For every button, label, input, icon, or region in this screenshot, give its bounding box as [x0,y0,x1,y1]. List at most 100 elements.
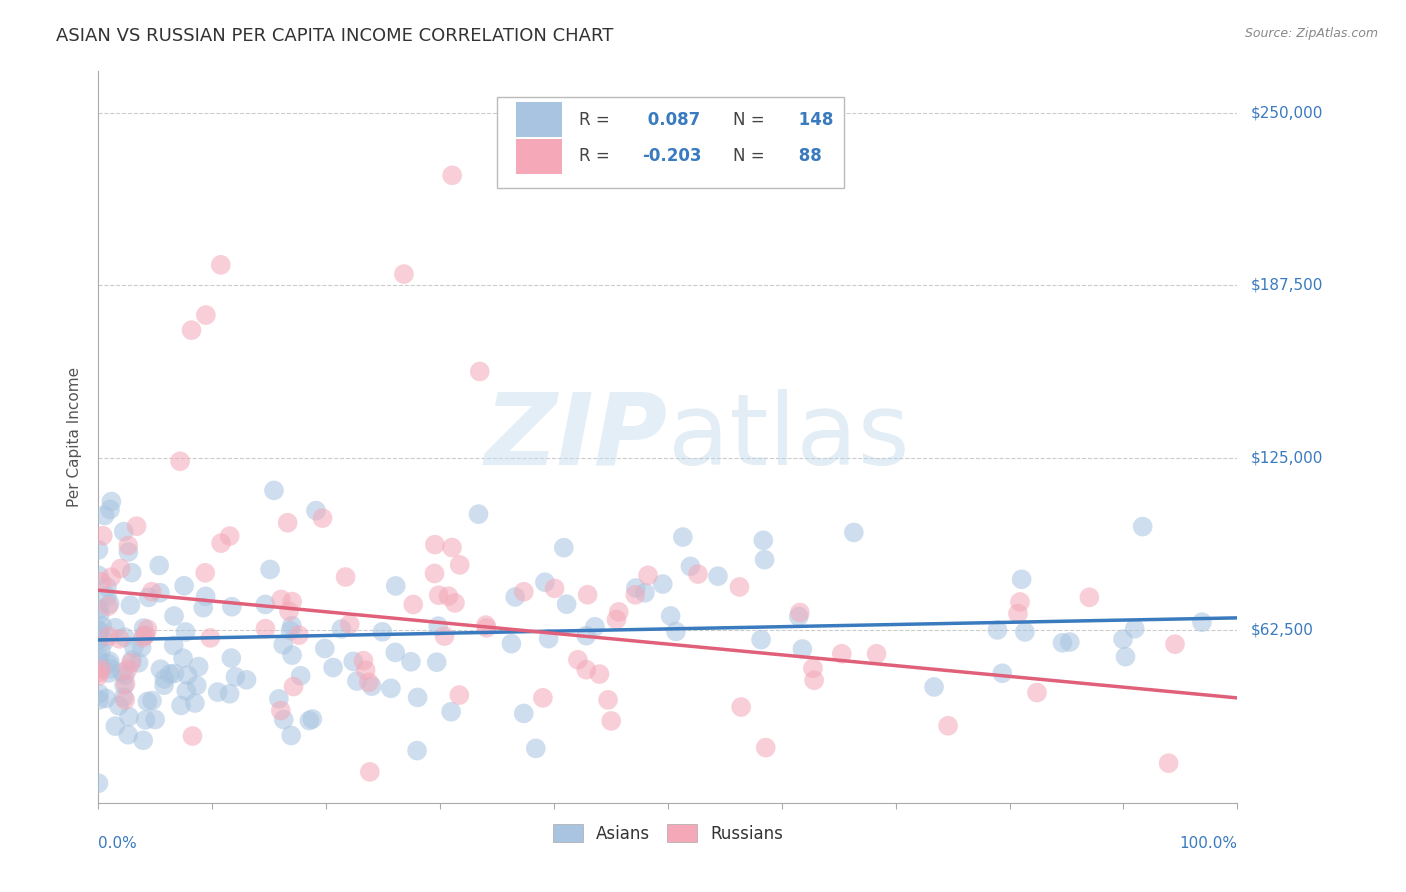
Point [575,663,598,677]
Point [90,644,112,658]
Point [117,539,139,553]
Point [353,654,375,668]
Point [792,642,814,657]
Point [218,529,240,543]
Text: $62,500: $62,500 [1251,623,1315,638]
Point [181,729,204,743]
Point [659,608,682,623]
Point [335,570,357,584]
Point [94,691,117,706]
Point [120,598,142,612]
Point [128,656,150,670]
Point [749,632,772,647]
Point [163,609,186,624]
Point [537,632,560,646]
Point [267,691,290,706]
Point [354,663,377,677]
Point [141,584,163,599]
Point [125,519,148,533]
Point [87,632,110,647]
Point [730,700,752,714]
Point [98,654,121,668]
Point [513,706,536,721]
Point [311,511,333,525]
Point [254,622,277,636]
Text: N =: N = [733,147,765,165]
FancyBboxPatch shape [516,138,562,174]
Point [1114,649,1136,664]
Point [174,684,197,698]
Text: ZIP: ZIP [485,389,668,485]
FancyBboxPatch shape [498,97,845,188]
Point [567,653,589,667]
Point [280,624,302,638]
Point [90,662,112,676]
Point [1011,572,1033,586]
Text: 0.0%: 0.0% [98,836,138,851]
Point [280,729,302,743]
Point [224,670,246,684]
Point [588,667,610,681]
Point [865,647,887,661]
Point [1132,519,1154,533]
Point [87,602,110,616]
Point [359,764,381,779]
Point [281,618,304,632]
Point [153,672,176,686]
Point [107,698,129,713]
Point [543,582,565,596]
Legend: Asians, Russians: Asians, Russians [546,817,790,849]
Point [1059,635,1081,649]
Text: $250,000: $250,000 [1251,105,1323,120]
Point [342,654,364,668]
Point [1026,685,1049,699]
Point [801,661,824,675]
Point [423,566,446,581]
Point [831,647,853,661]
Point [98,665,121,680]
Point [143,713,166,727]
Point [600,714,623,728]
Point [173,579,195,593]
Point [637,568,659,582]
Point [121,653,143,667]
Point [114,630,136,644]
Point [290,669,312,683]
Point [283,680,305,694]
Point [100,570,122,584]
Point [159,667,181,681]
Point [728,580,751,594]
Point [87,650,110,665]
Point [298,714,321,728]
Point [553,541,575,555]
Point [555,597,578,611]
Point [98,597,121,611]
Point [263,483,285,498]
Point [120,656,142,670]
Point [96,589,118,603]
Point [134,713,156,727]
Point [607,605,630,619]
Point [322,660,344,674]
Point [423,538,446,552]
Point [624,588,647,602]
Point [991,666,1014,681]
Point [87,654,110,668]
Text: $187,500: $187,500 [1251,277,1323,293]
Point [1008,595,1031,609]
Point [427,588,450,602]
Point [665,624,688,639]
Point [111,665,134,680]
Text: R =: R = [579,111,610,128]
Point [789,606,811,620]
Point [605,613,627,627]
Point [1078,591,1101,605]
Point [104,621,127,635]
Point [842,525,865,540]
Point [112,524,135,539]
Point [433,629,456,643]
Point [406,690,429,705]
Point [136,695,159,709]
Point [986,623,1008,637]
Text: Source: ZipAtlas.com: Source: ZipAtlas.com [1244,27,1378,40]
